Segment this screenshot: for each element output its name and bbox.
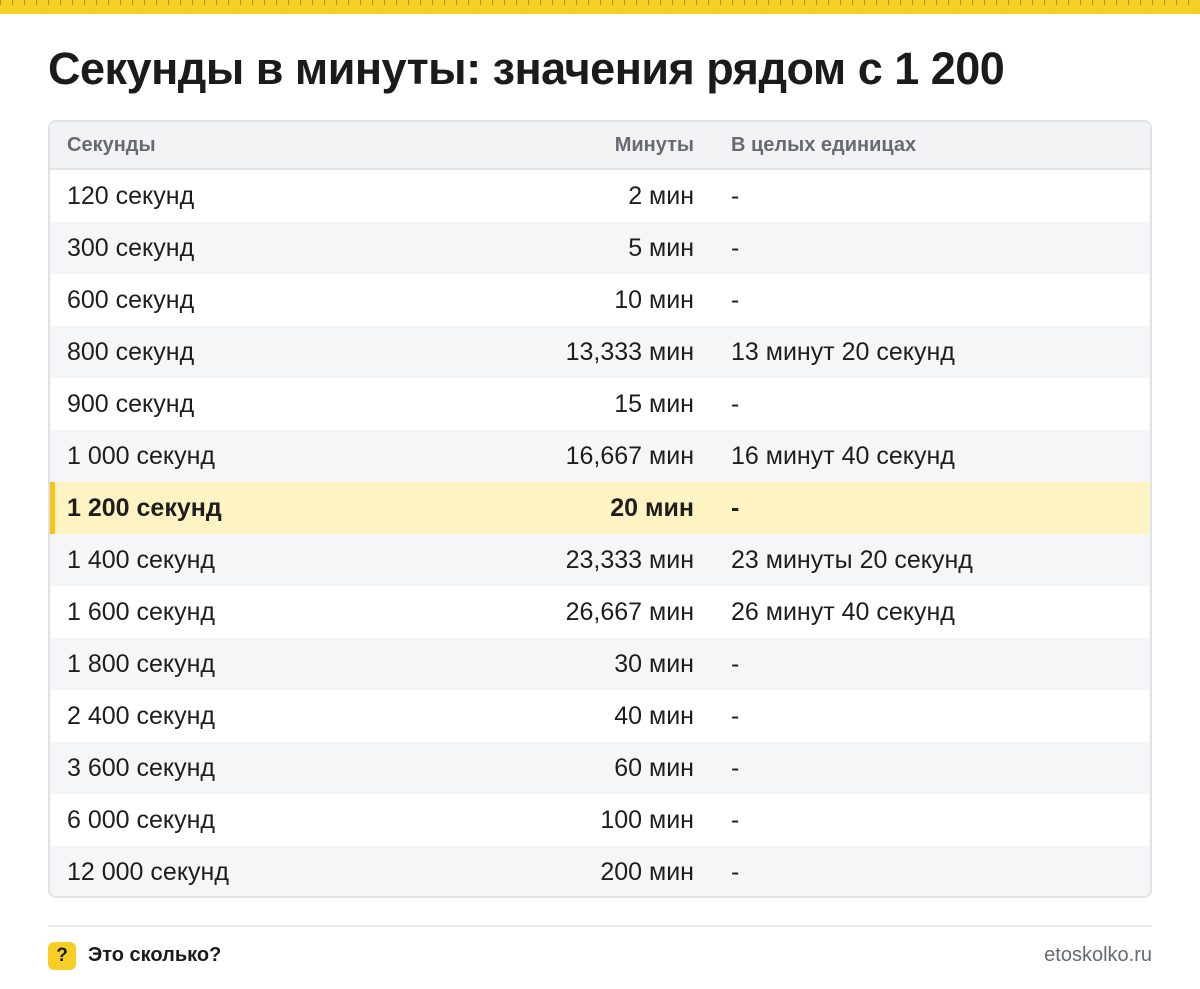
cell-minutes: 100 мин bbox=[600, 805, 694, 834]
question-logo-icon: ? bbox=[48, 942, 76, 970]
cell-whole-units: 13 минут 20 секунд bbox=[731, 337, 955, 366]
table-row: 2 400 секунд 40 мин - bbox=[50, 690, 1150, 742]
cell-minutes: 15 мин bbox=[614, 389, 694, 418]
table-row: 3 600 секунд 60 мин - bbox=[50, 742, 1150, 794]
cell-seconds: 3 600 секунд bbox=[67, 753, 216, 782]
cell-minutes: 16,667 мин bbox=[565, 441, 694, 470]
cell-seconds: 600 секунд bbox=[67, 285, 195, 314]
cell-seconds: 12 000 секунд bbox=[67, 857, 229, 886]
cell-whole-units: - bbox=[731, 701, 740, 730]
header-minutes: Минуты bbox=[614, 133, 694, 156]
table-row: 1 600 секунд 26,667 мин 26 минут 40 секунд bbox=[50, 586, 1150, 638]
page-title: Секунды в минуты: значения рядом с 1 200 bbox=[48, 43, 1005, 94]
cell-minutes: 20 мин bbox=[610, 493, 694, 522]
cell-minutes: 40 мин bbox=[614, 701, 694, 730]
table-row: 1 000 секунд 16,667 мин 16 минут 40 секунд bbox=[50, 430, 1150, 482]
cell-seconds: 1 400 секунд bbox=[67, 545, 216, 574]
cell-seconds: 1 600 секунд bbox=[67, 597, 216, 626]
footer-brand: Это сколько? bbox=[88, 944, 222, 966]
cell-minutes: 23,333 мин bbox=[565, 545, 694, 574]
cell-minutes: 200 мин bbox=[600, 857, 694, 886]
table-row: 6 000 секунд 100 мин - bbox=[50, 794, 1150, 846]
table-row-highlighted: 1 200 секунд 20 мин - bbox=[50, 482, 1150, 534]
table-row: 1 400 секунд 23,333 мин 23 минуты 20 секун… bbox=[50, 534, 1150, 586]
cell-minutes: 13,333 мин bbox=[565, 337, 694, 366]
table-body: 120 секунд 2 мин -300 секунд 5 мин -600 секу… bbox=[50, 170, 1150, 896]
cell-seconds: 900 секунд bbox=[67, 389, 195, 418]
cell-minutes: 26,667 мин bbox=[565, 597, 694, 626]
footer-divider bbox=[48, 925, 1152, 927]
table-row: 900 секунд 15 мин - bbox=[50, 378, 1150, 430]
cell-minutes: 2 мин bbox=[628, 181, 694, 210]
table-row: 120 секунд 2 мин - bbox=[50, 170, 1150, 222]
cell-seconds: 1 000 секунд bbox=[67, 441, 216, 470]
cell-whole-units: - bbox=[731, 389, 740, 418]
cell-minutes: 30 мин bbox=[614, 649, 694, 678]
cell-whole-units: - bbox=[731, 493, 740, 522]
table-row: 1 800 секунд 30 мин - bbox=[50, 638, 1150, 690]
cell-whole-units: - bbox=[731, 805, 740, 834]
table-row: 300 секунд 5 мин - bbox=[50, 222, 1150, 274]
ruler-strip bbox=[0, 0, 1200, 14]
cell-seconds: 2 400 секунд bbox=[67, 701, 216, 730]
cell-whole-units: - bbox=[731, 857, 740, 886]
cell-seconds: 1 200 секунд bbox=[67, 493, 222, 522]
footer-site: etoskolko.ru bbox=[1044, 944, 1152, 966]
cell-seconds: 300 секунд bbox=[67, 233, 195, 262]
cell-minutes: 5 мин bbox=[628, 233, 694, 262]
cell-whole-units: - bbox=[731, 753, 740, 782]
table-row: 800 секунд 13,333 мин 13 минут 20 секунд bbox=[50, 326, 1150, 378]
table-row: 12 000 секунд 200 мин - bbox=[50, 846, 1150, 896]
cell-whole-units: - bbox=[731, 233, 740, 262]
conversion-table: Секунды Минуты В целых единицах 120 секу… bbox=[48, 120, 1152, 898]
cell-whole-units: - bbox=[731, 649, 740, 678]
cell-whole-units: - bbox=[731, 285, 740, 314]
table-row: 600 секунд 10 мин - bbox=[50, 274, 1150, 326]
cell-whole-units: 23 минуты 20 секунд bbox=[731, 545, 973, 574]
cell-minutes: 60 мин bbox=[614, 753, 694, 782]
cell-seconds: 1 800 секунд bbox=[67, 649, 216, 678]
header-whole-units: В целых единицах bbox=[731, 133, 917, 156]
cell-seconds: 120 секунд bbox=[67, 181, 195, 210]
cell-seconds: 6 000 секунд bbox=[67, 805, 216, 834]
cell-whole-units: 26 минут 40 секунд bbox=[731, 597, 955, 626]
cell-seconds: 800 секунд bbox=[67, 337, 195, 366]
cell-minutes: 10 мин bbox=[614, 285, 694, 314]
header-seconds: Секунды bbox=[67, 133, 156, 156]
cell-whole-units: 16 минут 40 секунд bbox=[731, 441, 955, 470]
table-header: Секунды Минуты В целых единицах bbox=[50, 122, 1150, 170]
cell-whole-units: - bbox=[731, 181, 740, 210]
